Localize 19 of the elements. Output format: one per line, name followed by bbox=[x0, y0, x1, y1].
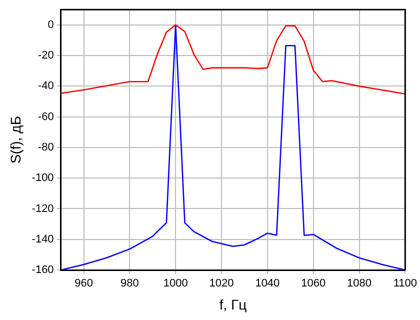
x-tick-label: 1040 bbox=[255, 278, 280, 290]
y-axis-title: S(f), дБ bbox=[7, 116, 24, 164]
x-tick-label: 1020 bbox=[209, 278, 234, 290]
y-tick-label: -20 bbox=[38, 50, 54, 62]
y-tick-label: -80 bbox=[38, 141, 54, 154]
y-tick-label: -140 bbox=[32, 233, 54, 246]
x-tick-label: 1100 bbox=[393, 278, 417, 290]
y-tick-label: -40 bbox=[38, 80, 54, 92]
x-tick-label: 960 bbox=[74, 278, 93, 290]
y-tick-label: 0 bbox=[48, 18, 54, 31]
x-tick-label: 980 bbox=[120, 278, 139, 290]
x-tick-label: 1080 bbox=[347, 278, 372, 290]
y-tick-label: -100 bbox=[32, 172, 54, 184]
y-tick-label: -60 bbox=[38, 110, 54, 123]
y-tick-label: -160 bbox=[32, 264, 54, 276]
x-tick-label: 1060 bbox=[301, 278, 326, 290]
x-axis-title: f, Гц bbox=[219, 296, 247, 312]
y-tick-label: -120 bbox=[32, 202, 54, 215]
x-tick-label: 1000 bbox=[163, 278, 188, 290]
